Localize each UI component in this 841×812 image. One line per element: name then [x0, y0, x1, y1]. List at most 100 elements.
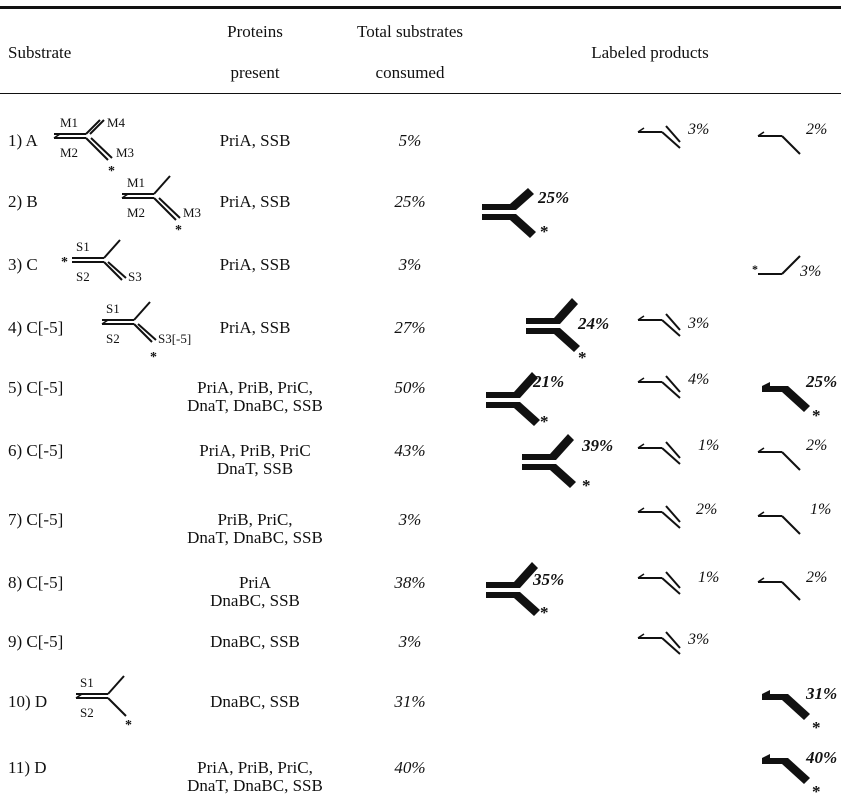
- row4-product1-star: *: [578, 348, 587, 367]
- label-m1: M1: [60, 115, 79, 130]
- row9-proteins: DnaBC, SSB: [210, 632, 300, 651]
- row11-substrate: 11) D: [8, 758, 47, 777]
- row4-product1-pct: 24%: [578, 314, 610, 333]
- row8-proteins-line2: DnaBC, SSB: [210, 591, 300, 610]
- label-d-s1: S1: [80, 675, 94, 690]
- row9-product1-pct: 3%: [688, 631, 710, 648]
- label-m3: M3: [116, 145, 135, 160]
- star-a: *: [108, 164, 115, 179]
- row10-proteins: DnaBC, SSB: [210, 692, 300, 711]
- star-c5: *: [150, 350, 157, 365]
- bold-fork-glyph-row5: [486, 372, 540, 426]
- star-d: *: [125, 718, 132, 733]
- row8-product1-pct: 35%: [533, 570, 565, 589]
- label-c-s2: S2: [76, 269, 90, 284]
- bold-fork-glyph-row4: [526, 298, 580, 352]
- row4-proteins: PriA, SSB: [219, 318, 291, 337]
- row5-proteins-line1: PriA, PriB, PriC,: [197, 378, 313, 397]
- substrate-diagram-c5: [101, 301, 157, 343]
- header-total-line1: Total substrates: [357, 22, 463, 41]
- label-m2: M2: [60, 145, 79, 160]
- substrate-diagram-b: [121, 175, 181, 221]
- row5-substrate: 5) C[-5]: [8, 378, 64, 397]
- row1-substrate: 1) A: [8, 131, 38, 150]
- thin-single-glyph-row3: [758, 255, 801, 275]
- header-proteins-line1: Proteins: [227, 22, 283, 41]
- row8-product3-pct: 2%: [806, 569, 828, 586]
- row11-product1-star: *: [812, 782, 821, 801]
- row4-total: 27%: [394, 318, 426, 337]
- thin-arm-glyph-row8: [637, 571, 681, 595]
- row11-product1-pct: 40%: [806, 748, 838, 767]
- row7-proteins-line1: PriB, PriC,: [217, 510, 293, 529]
- row7-product1-pct: 2%: [696, 501, 718, 518]
- row6-substrate: 6) C[-5]: [8, 441, 64, 460]
- header-proteins-line2: present: [230, 63, 280, 82]
- row1-total: 5%: [398, 131, 422, 150]
- row11-proteins-line2: DnaT, DnaBC, SSB: [187, 776, 323, 795]
- row10-product1-star: *: [812, 718, 821, 737]
- row10-product1-pct: 31%: [806, 684, 838, 703]
- label-b-m1: M1: [127, 175, 146, 190]
- label-c5-s1: S1: [106, 301, 120, 316]
- substrate-diagram-c: [72, 239, 127, 281]
- bold-fork-glyph-row6: [522, 434, 576, 488]
- label-c5-s3: S3[-5]: [158, 331, 192, 346]
- row3-product1-star: *: [752, 262, 758, 276]
- star-c: *: [61, 255, 68, 270]
- row4-substrate: 4) C[-5]: [8, 318, 64, 337]
- label-c-s3: S3: [128, 269, 142, 284]
- row3-proteins: PriA, SSB: [219, 255, 291, 274]
- row10-substrate: 10) D: [8, 692, 48, 711]
- row8-substrate: 8) C[-5]: [8, 573, 64, 592]
- row2-product1-star: *: [540, 222, 549, 241]
- row4-product2-pct: 3%: [688, 315, 710, 332]
- row7-total: 3%: [398, 510, 422, 529]
- bold-bend-glyph-row11: [762, 754, 810, 784]
- substrate-diagram-d: [75, 675, 127, 717]
- bold-bend-glyph-row5: [762, 382, 810, 412]
- row3-total: 3%: [398, 255, 422, 274]
- row5-product3-star: *: [812, 406, 821, 425]
- row6-product1-star: *: [582, 476, 591, 495]
- row1-product1-pct: 3%: [688, 121, 710, 138]
- row11-proteins-line1: PriA, PriB, PriC,: [197, 758, 313, 777]
- row1-product2-pct: 2%: [806, 121, 828, 138]
- row7-proteins-line2: DnaT, DnaBC, SSB: [187, 528, 323, 547]
- row6-total: 43%: [394, 441, 426, 460]
- row5-proteins-line2: DnaT, DnaBC, SSB: [187, 396, 323, 415]
- bold-fork-glyph-row2: [482, 188, 536, 238]
- top-rule: [0, 6, 841, 9]
- row8-product1-star: *: [540, 603, 549, 622]
- row6-product3-pct: 2%: [806, 437, 828, 454]
- bold-bend-glyph-row10: [762, 690, 810, 720]
- row2-total: 25%: [394, 192, 426, 211]
- row11-total: 40%: [394, 758, 426, 777]
- row6-product2-pct: 1%: [698, 437, 720, 454]
- row7-substrate: 7) C[-5]: [8, 510, 64, 529]
- header-substrate: Substrate: [8, 43, 72, 62]
- label-b-m3: M3: [183, 205, 202, 220]
- row5-product3-pct: 25%: [806, 372, 838, 391]
- row9-substrate: 9) C[-5]: [8, 632, 64, 651]
- row8-product2-pct: 1%: [698, 569, 720, 586]
- row10-total: 31%: [394, 692, 426, 711]
- row3-product1-pct: 3%: [800, 263, 822, 280]
- star-b: *: [175, 223, 182, 238]
- thin-arm-glyph-row5: [637, 375, 681, 399]
- row2-proteins: PriA, SSB: [219, 192, 291, 211]
- row7-product2-pct: 1%: [810, 501, 832, 518]
- thin-bend-glyph-row8: [757, 577, 801, 601]
- label-m4: M4: [107, 115, 126, 130]
- label-c-s1: S1: [76, 239, 90, 254]
- label-b-m2: M2: [127, 205, 146, 220]
- row2-product1-pct: 25%: [538, 188, 570, 207]
- thin-arm-glyph-row4: [637, 313, 681, 337]
- row5-product2-pct: 4%: [688, 371, 710, 388]
- bold-fork-glyph-row8: [486, 562, 540, 616]
- row3-substrate: 3) C: [8, 255, 38, 274]
- header-total-line2: consumed: [375, 63, 445, 82]
- thin-bend-glyph-row6: [757, 447, 801, 471]
- thin-bend-glyph-row1: [757, 131, 801, 155]
- thin-arm-glyph-row6: [637, 441, 681, 465]
